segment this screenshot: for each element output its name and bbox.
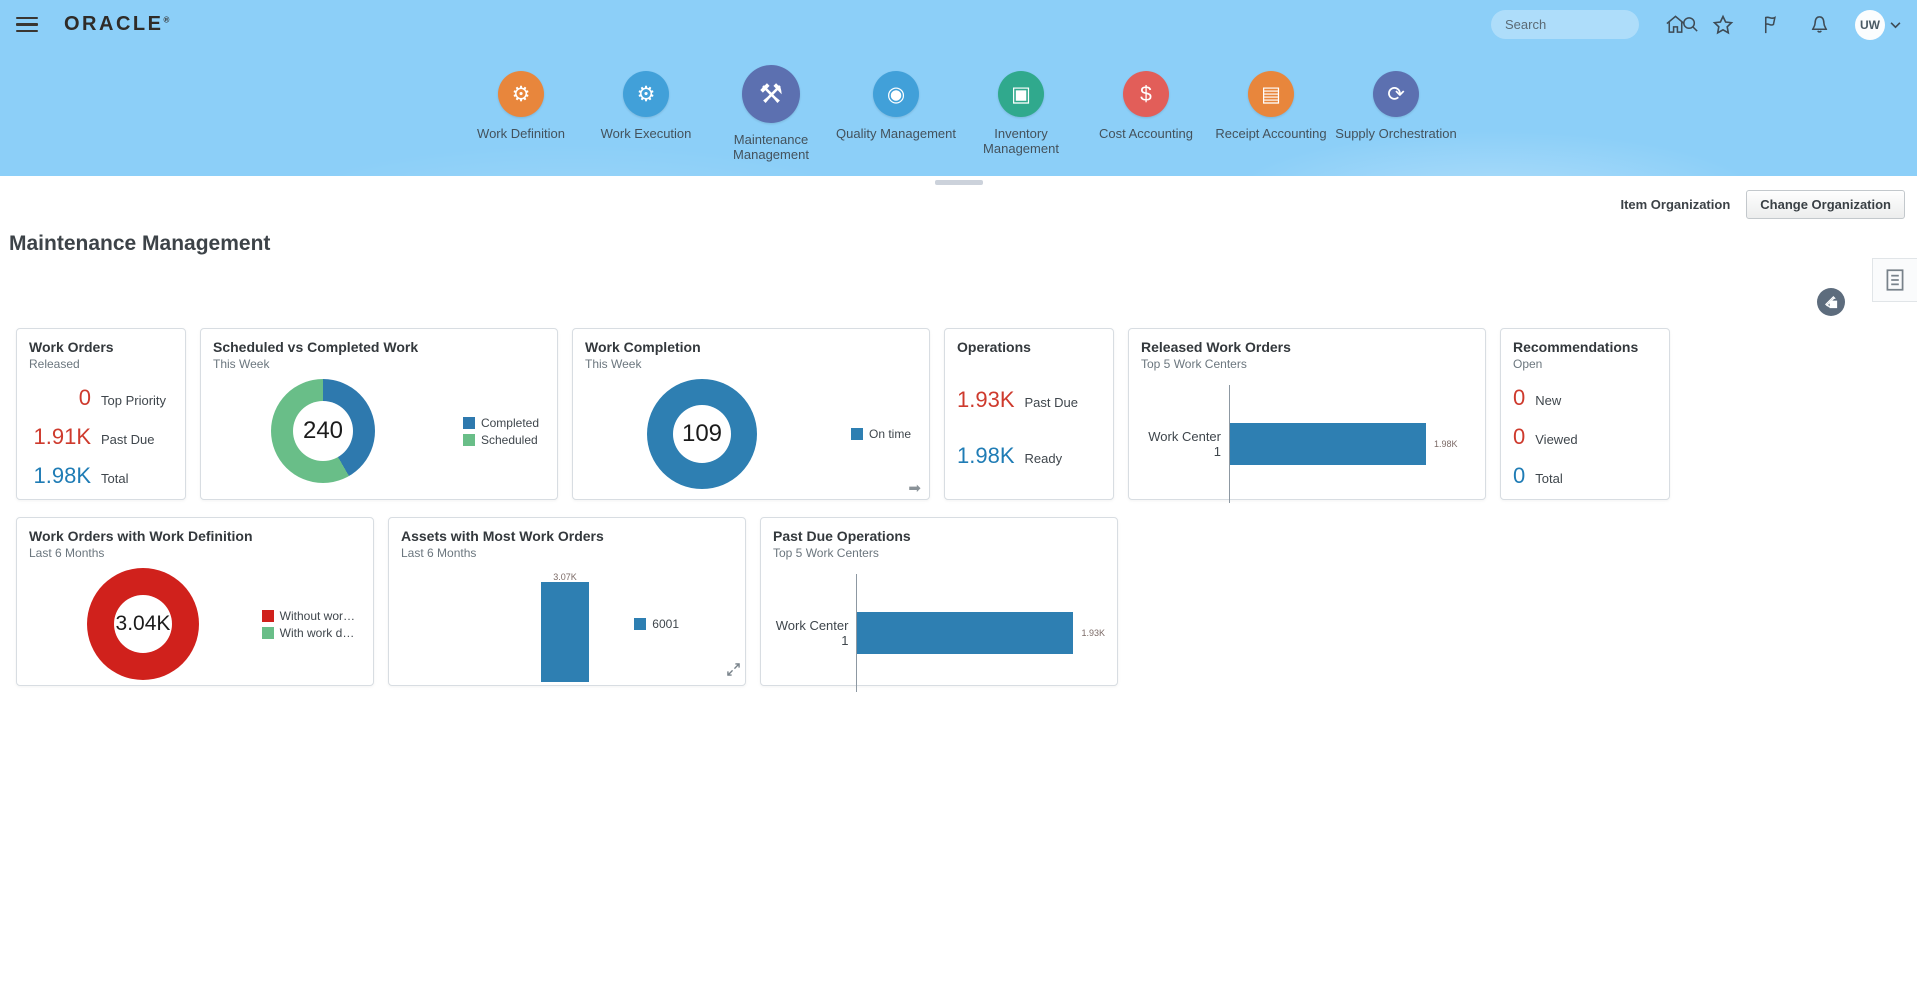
legend-with-work-definition[interactable]: With work d… <box>261 626 355 640</box>
supply-orchestration-icon[interactable]: ⟳ <box>1373 71 1419 117</box>
top-bar: ORACLE® UW <box>0 0 1917 49</box>
work-execution-icon[interactable]: ⚙ <box>623 71 669 117</box>
metric-rec-total[interactable]: 0 Total <box>1513 463 1563 488</box>
page-title: Maintenance Management <box>9 232 271 255</box>
org-context-label: Item Organization <box>1620 197 1731 212</box>
chart-legend: Without wor… With work d… <box>261 606 355 643</box>
chart-legend: 6001 <box>634 614 679 634</box>
app-maintenance-management[interactable]: ⚒ Maintenance Management <box>709 65 834 163</box>
legend-without-work-definition[interactable]: Without wor… <box>261 609 355 623</box>
app-quality-management[interactable]: ◉ Quality Management <box>834 65 959 163</box>
notifications-bell-icon[interactable] <box>1807 13 1831 37</box>
chevron-down-icon <box>1890 21 1901 28</box>
app-navigation-row: ⚙ Work Definition ⚙ Work Execution ⚒ Mai… <box>0 65 1917 163</box>
side-panel-toggle-button[interactable] <box>1872 258 1917 302</box>
card-drilldown-arrow-icon[interactable]: ➡ <box>908 480 921 497</box>
donut-chart-work-completion[interactable]: 109 <box>647 379 757 489</box>
announcements-flag-icon[interactable] <box>1759 13 1783 37</box>
legend-scheduled[interactable]: Scheduled <box>462 433 539 447</box>
bar-work-center-1[interactable] <box>857 612 1074 654</box>
metric-ops-ready[interactable]: 1.98K Ready <box>957 443 1063 468</box>
donut-chart-work-definition[interactable]: 3.04K <box>87 568 199 680</box>
legend-swatch-scheduled <box>462 433 475 446</box>
organization-toolbar: Item Organization Change Organization <box>1620 190 1905 219</box>
app-receipt-accounting[interactable]: ▤ Receipt Accounting <box>1209 65 1334 163</box>
quality-management-icon[interactable]: ◉ <box>873 71 919 117</box>
app-inventory-management[interactable]: ▣ Inventory Management <box>959 65 1084 163</box>
metric-ops-past-due[interactable]: 1.93K Past Due <box>957 387 1078 412</box>
document-list-icon <box>1886 269 1904 291</box>
receipt-accounting-icon[interactable]: ▤ <box>1248 71 1294 117</box>
cost-accounting-icon[interactable]: $ <box>1123 71 1169 117</box>
favorites-star-icon[interactable] <box>1711 13 1735 37</box>
chart-legend: Completed Scheduled <box>462 413 539 450</box>
metric-top-priority[interactable]: 0 Top Priority <box>78 385 167 410</box>
card-operations[interactable]: Operations 1.93K Past Due 1.98K Ready <box>944 328 1114 500</box>
avatar[interactable]: UW <box>1855 9 1885 40</box>
app-supply-orchestration[interactable]: ⟳ Supply Orchestration <box>1334 65 1459 163</box>
bar-work-center-1[interactable] <box>1230 423 1426 465</box>
donut-chart-scheduled-vs-completed[interactable]: 240 <box>271 379 375 483</box>
legend-swatch-with <box>261 626 274 639</box>
legend-on-time[interactable]: On time <box>850 427 911 441</box>
card-released-work-orders[interactable]: Released Work Orders Top 5 Work Centers … <box>1128 328 1486 503</box>
card-expand-icon[interactable] <box>727 663 740 681</box>
metric-past-due[interactable]: 1.91K Past Due <box>33 424 155 449</box>
search-box[interactable] <box>1491 10 1698 39</box>
chart-legend: On time <box>850 424 911 444</box>
card-work-completion[interactable]: Work Completion This Week 109 On time ➡ <box>572 328 930 500</box>
infolet-row-2: Work Orders with Work Definition Last 6 … <box>16 517 1118 692</box>
card-assets-most-work-orders[interactable]: Assets with Most Work Orders Last 6 Mont… <box>388 517 746 686</box>
maintenance-management-icon[interactable]: ⚒ <box>742 65 800 123</box>
bar-chart-past-due-operations: Work Center 1 1.93K <box>773 574 1105 692</box>
work-definition-icon[interactable]: ⚙ <box>498 71 544 117</box>
legend-asset-6001[interactable]: 6001 <box>634 617 679 631</box>
infolet-row-1: Work Orders Released 0 Top Priority 1.91… <box>16 328 1670 503</box>
legend-swatch-without <box>261 609 274 622</box>
search-input[interactable] <box>1505 17 1681 32</box>
oracle-logo: ORACLE® <box>64 13 170 35</box>
change-organization-button[interactable]: Change Organization <box>1746 190 1905 219</box>
bar-chart-assets: 3.07K 6001 <box>401 564 733 686</box>
band-collapse-handle[interactable] <box>934 180 983 185</box>
cards-stack-button[interactable] <box>1817 288 1845 316</box>
metric-total[interactable]: 1.98K Total <box>33 463 129 488</box>
card-recommendations[interactable]: Recommendations Open 0 New 0 Viewed 0 To… <box>1500 328 1670 500</box>
card-past-due-operations[interactable]: Past Due Operations Top 5 Work Centers W… <box>760 517 1118 692</box>
app-cost-accounting[interactable]: $ Cost Accounting <box>1084 65 1209 163</box>
legend-completed[interactable]: Completed <box>462 416 539 430</box>
home-icon[interactable] <box>1663 13 1687 37</box>
legend-swatch-on-time <box>850 428 863 440</box>
legend-swatch-completed <box>462 416 475 429</box>
app-work-execution[interactable]: ⚙ Work Execution <box>584 65 709 163</box>
inventory-management-icon[interactable]: ▣ <box>998 71 1044 117</box>
card-work-orders[interactable]: Work Orders Released 0 Top Priority 1.91… <box>16 328 186 500</box>
navigation-menu-button[interactable] <box>16 13 38 37</box>
legend-swatch-6001 <box>634 618 647 630</box>
header-band: ORACLE® UW <box>0 0 1917 176</box>
app-work-definition[interactable]: ⚙ Work Definition <box>459 65 584 163</box>
bar-chart-released-work-orders: Work Center 1 1.98K <box>1141 385 1473 503</box>
stacked-pages-icon <box>1824 295 1837 308</box>
metric-viewed[interactable]: 0 Viewed <box>1513 424 1578 449</box>
card-wo-with-work-definition[interactable]: Work Orders with Work Definition Last 6 … <box>16 517 374 686</box>
card-scheduled-vs-completed[interactable]: Scheduled vs Completed Work This Week 24… <box>200 328 558 500</box>
bar-asset-6001[interactable] <box>541 582 589 682</box>
user-menu[interactable]: UW <box>1855 9 1901 40</box>
metric-new[interactable]: 0 New <box>1513 385 1562 410</box>
